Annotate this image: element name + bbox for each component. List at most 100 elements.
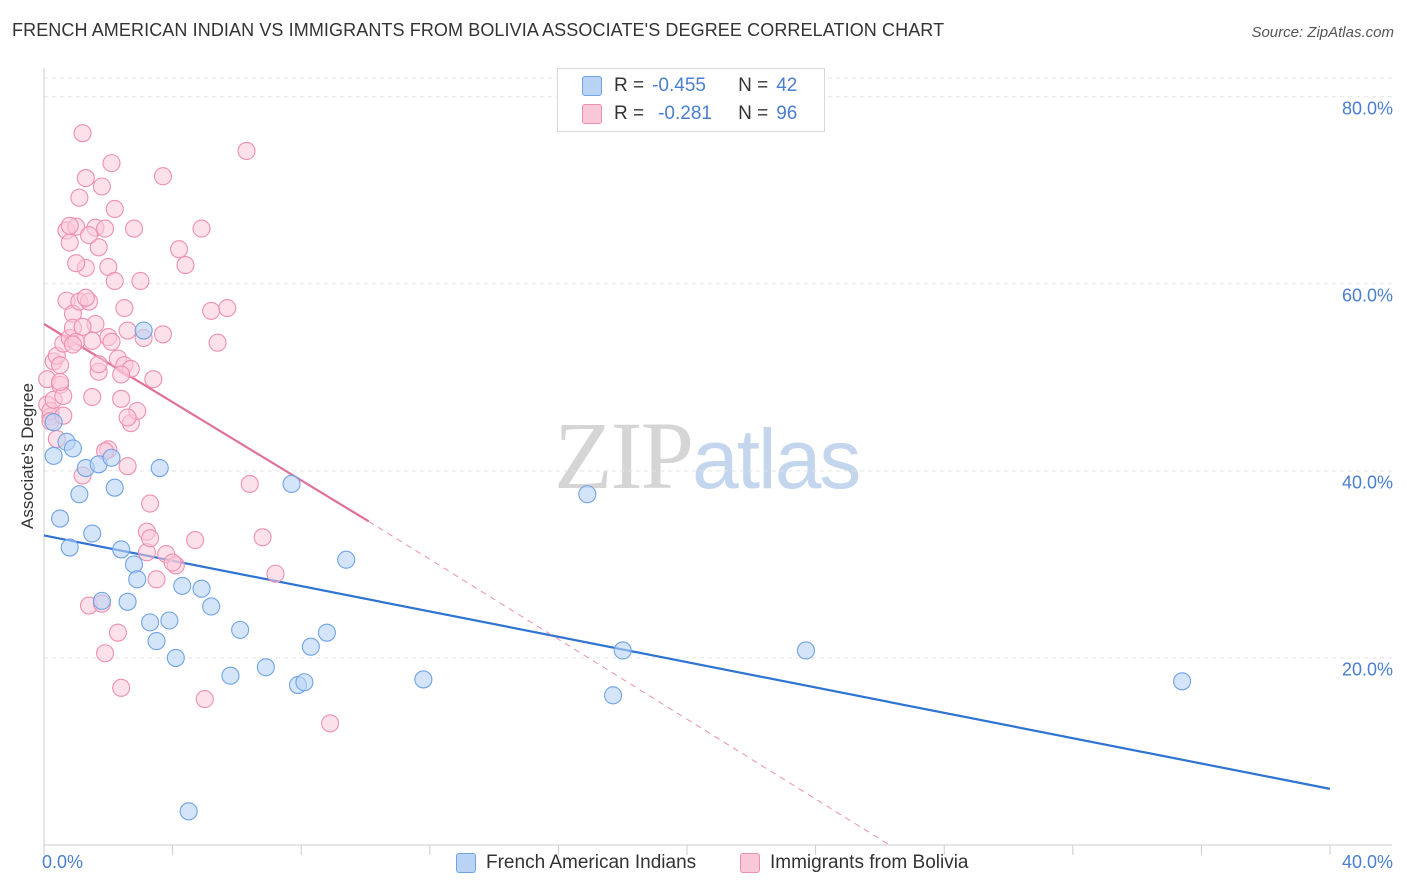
legend-n-value: 42: [776, 75, 798, 96]
data-point-french-american-indian: [44, 446, 63, 465]
data-point-bolivia: [73, 124, 92, 143]
data-point-bolivia: [195, 690, 214, 709]
data-point-french-american-indian: [83, 524, 102, 543]
data-point-bolivia: [60, 233, 79, 252]
data-point-french-american-indian: [147, 632, 166, 651]
data-point-french-american-indian: [60, 538, 79, 557]
x-tick-label-max: 40.0%: [1341, 852, 1393, 872]
bottom-legend-swatch-pink: [740, 853, 760, 873]
data-point-french-american-indian: [102, 448, 121, 467]
data-point-french-american-indian: [105, 478, 124, 497]
data-point-french-american-indian: [173, 576, 192, 595]
legend-n-value: 96: [776, 103, 798, 124]
data-point-bolivia: [124, 219, 144, 238]
data-point-french-american-indian: [70, 485, 89, 504]
data-point-bolivia: [112, 678, 131, 697]
data-point-bolivia: [208, 333, 227, 352]
data-point-french-american-indian: [282, 474, 301, 493]
data-point-bolivia: [131, 271, 150, 291]
y-tick-label-40: 40.0%: [1341, 472, 1393, 493]
data-point-french-american-indian: [192, 579, 211, 598]
data-point-bolivia: [237, 141, 256, 161]
data-point-bolivia: [192, 219, 211, 238]
data-point-french-american-indian: [92, 591, 111, 610]
legend-r-label: R =: [614, 75, 645, 96]
legend-r-value: -0.281: [658, 103, 712, 124]
data-point-bolivia: [83, 387, 102, 407]
watermark: ZIPatlas: [554, 400, 861, 511]
data-point-bolivia: [60, 216, 79, 235]
data-point-french-american-indian: [578, 485, 597, 504]
data-point-bolivia: [186, 531, 205, 550]
data-point-bolivia: [118, 408, 137, 427]
data-point-bolivia: [96, 219, 115, 238]
data-point-bolivia: [147, 570, 166, 589]
data-point-bolivia: [153, 167, 173, 186]
bottom-legend-label-blue: French American Indians: [486, 852, 697, 873]
data-point-french-american-indian: [150, 458, 169, 478]
watermark-atlas: atlas: [692, 412, 861, 506]
trend-line-bolivia-extension: [368, 520, 890, 846]
data-point-bolivia: [266, 564, 285, 583]
data-point-bolivia: [73, 317, 92, 336]
y-tick-label-80: 80.0%: [1341, 98, 1393, 119]
data-point-french-american-indian: [613, 641, 632, 660]
bottom-legend-swatch-blue: [456, 853, 476, 873]
data-point-bolivia: [253, 528, 272, 547]
data-point-bolivia: [105, 199, 124, 219]
trend-line-immigrants-from-bolivia: [43, 323, 370, 523]
data-point-bolivia: [112, 389, 131, 408]
data-point-french-american-indian: [604, 686, 623, 705]
data-point-french-american-indian: [221, 666, 240, 685]
data-point-french-american-indian: [179, 802, 198, 821]
data-point-french-american-indian: [231, 620, 250, 639]
data-point-bolivia: [102, 154, 121, 173]
data-point-bolivia: [202, 301, 221, 320]
data-point-bolivia: [240, 474, 259, 493]
data-point-bolivia: [89, 238, 108, 257]
data-point-french-american-indian: [1173, 672, 1192, 691]
chart-title: FRENCH AMERICAN INDIAN VS IMMIGRANTS FRO…: [12, 20, 945, 40]
data-point-bolivia: [79, 226, 99, 245]
correlation-legend: R = -0.455 N = 42 R = -0.281 N = 96: [557, 68, 825, 132]
data-point-french-american-indian: [51, 509, 70, 528]
data-point-bolivia: [108, 623, 127, 642]
data-point-bolivia: [76, 288, 95, 307]
data-point-french-american-indian: [112, 540, 131, 559]
watermark-zip: ZIP: [554, 402, 694, 509]
source-label: Source: ZipAtlas.com: [1251, 24, 1394, 41]
data-point-french-american-indian: [118, 592, 137, 611]
data-point-bolivia: [118, 321, 137, 340]
trend-lines: [43, 323, 1331, 846]
axes: [43, 68, 1392, 855]
data-point-french-american-indian: [160, 611, 179, 630]
legend-row-pink: R = -0.281 N = 96: [582, 101, 797, 127]
data-point-bolivia: [163, 553, 182, 572]
bottom-legend-blue: French American Indians: [456, 852, 696, 874]
series-french-american-indian-points: [44, 321, 1192, 821]
data-point-french-american-indian: [128, 570, 147, 589]
data-point-bolivia: [105, 271, 124, 291]
data-point-french-american-indian: [44, 413, 63, 432]
data-point-bolivia: [89, 355, 108, 374]
data-point-bolivia: [141, 529, 160, 548]
data-point-french-american-indian: [202, 597, 221, 616]
data-point-bolivia: [112, 365, 131, 384]
data-point-french-american-indian: [301, 637, 320, 656]
data-point-bolivia: [176, 256, 195, 275]
legend-r-value: -0.455: [652, 75, 706, 96]
data-point-french-american-indian: [317, 623, 336, 642]
data-point-bolivia: [115, 299, 134, 318]
data-point-bolivia: [63, 335, 82, 354]
y-axis-title: Associate's Degree: [18, 383, 37, 529]
y-tick-label-20: 20.0%: [1341, 659, 1393, 680]
data-point-french-american-indian: [796, 641, 816, 660]
data-point-bolivia: [67, 254, 86, 273]
data-point-french-american-indian: [166, 648, 185, 667]
data-point-bolivia: [321, 714, 340, 733]
data-point-bolivia: [118, 457, 137, 476]
data-point-bolivia: [92, 177, 111, 196]
data-point-bolivia: [96, 644, 115, 663]
legend-n-label: N =: [738, 75, 769, 96]
